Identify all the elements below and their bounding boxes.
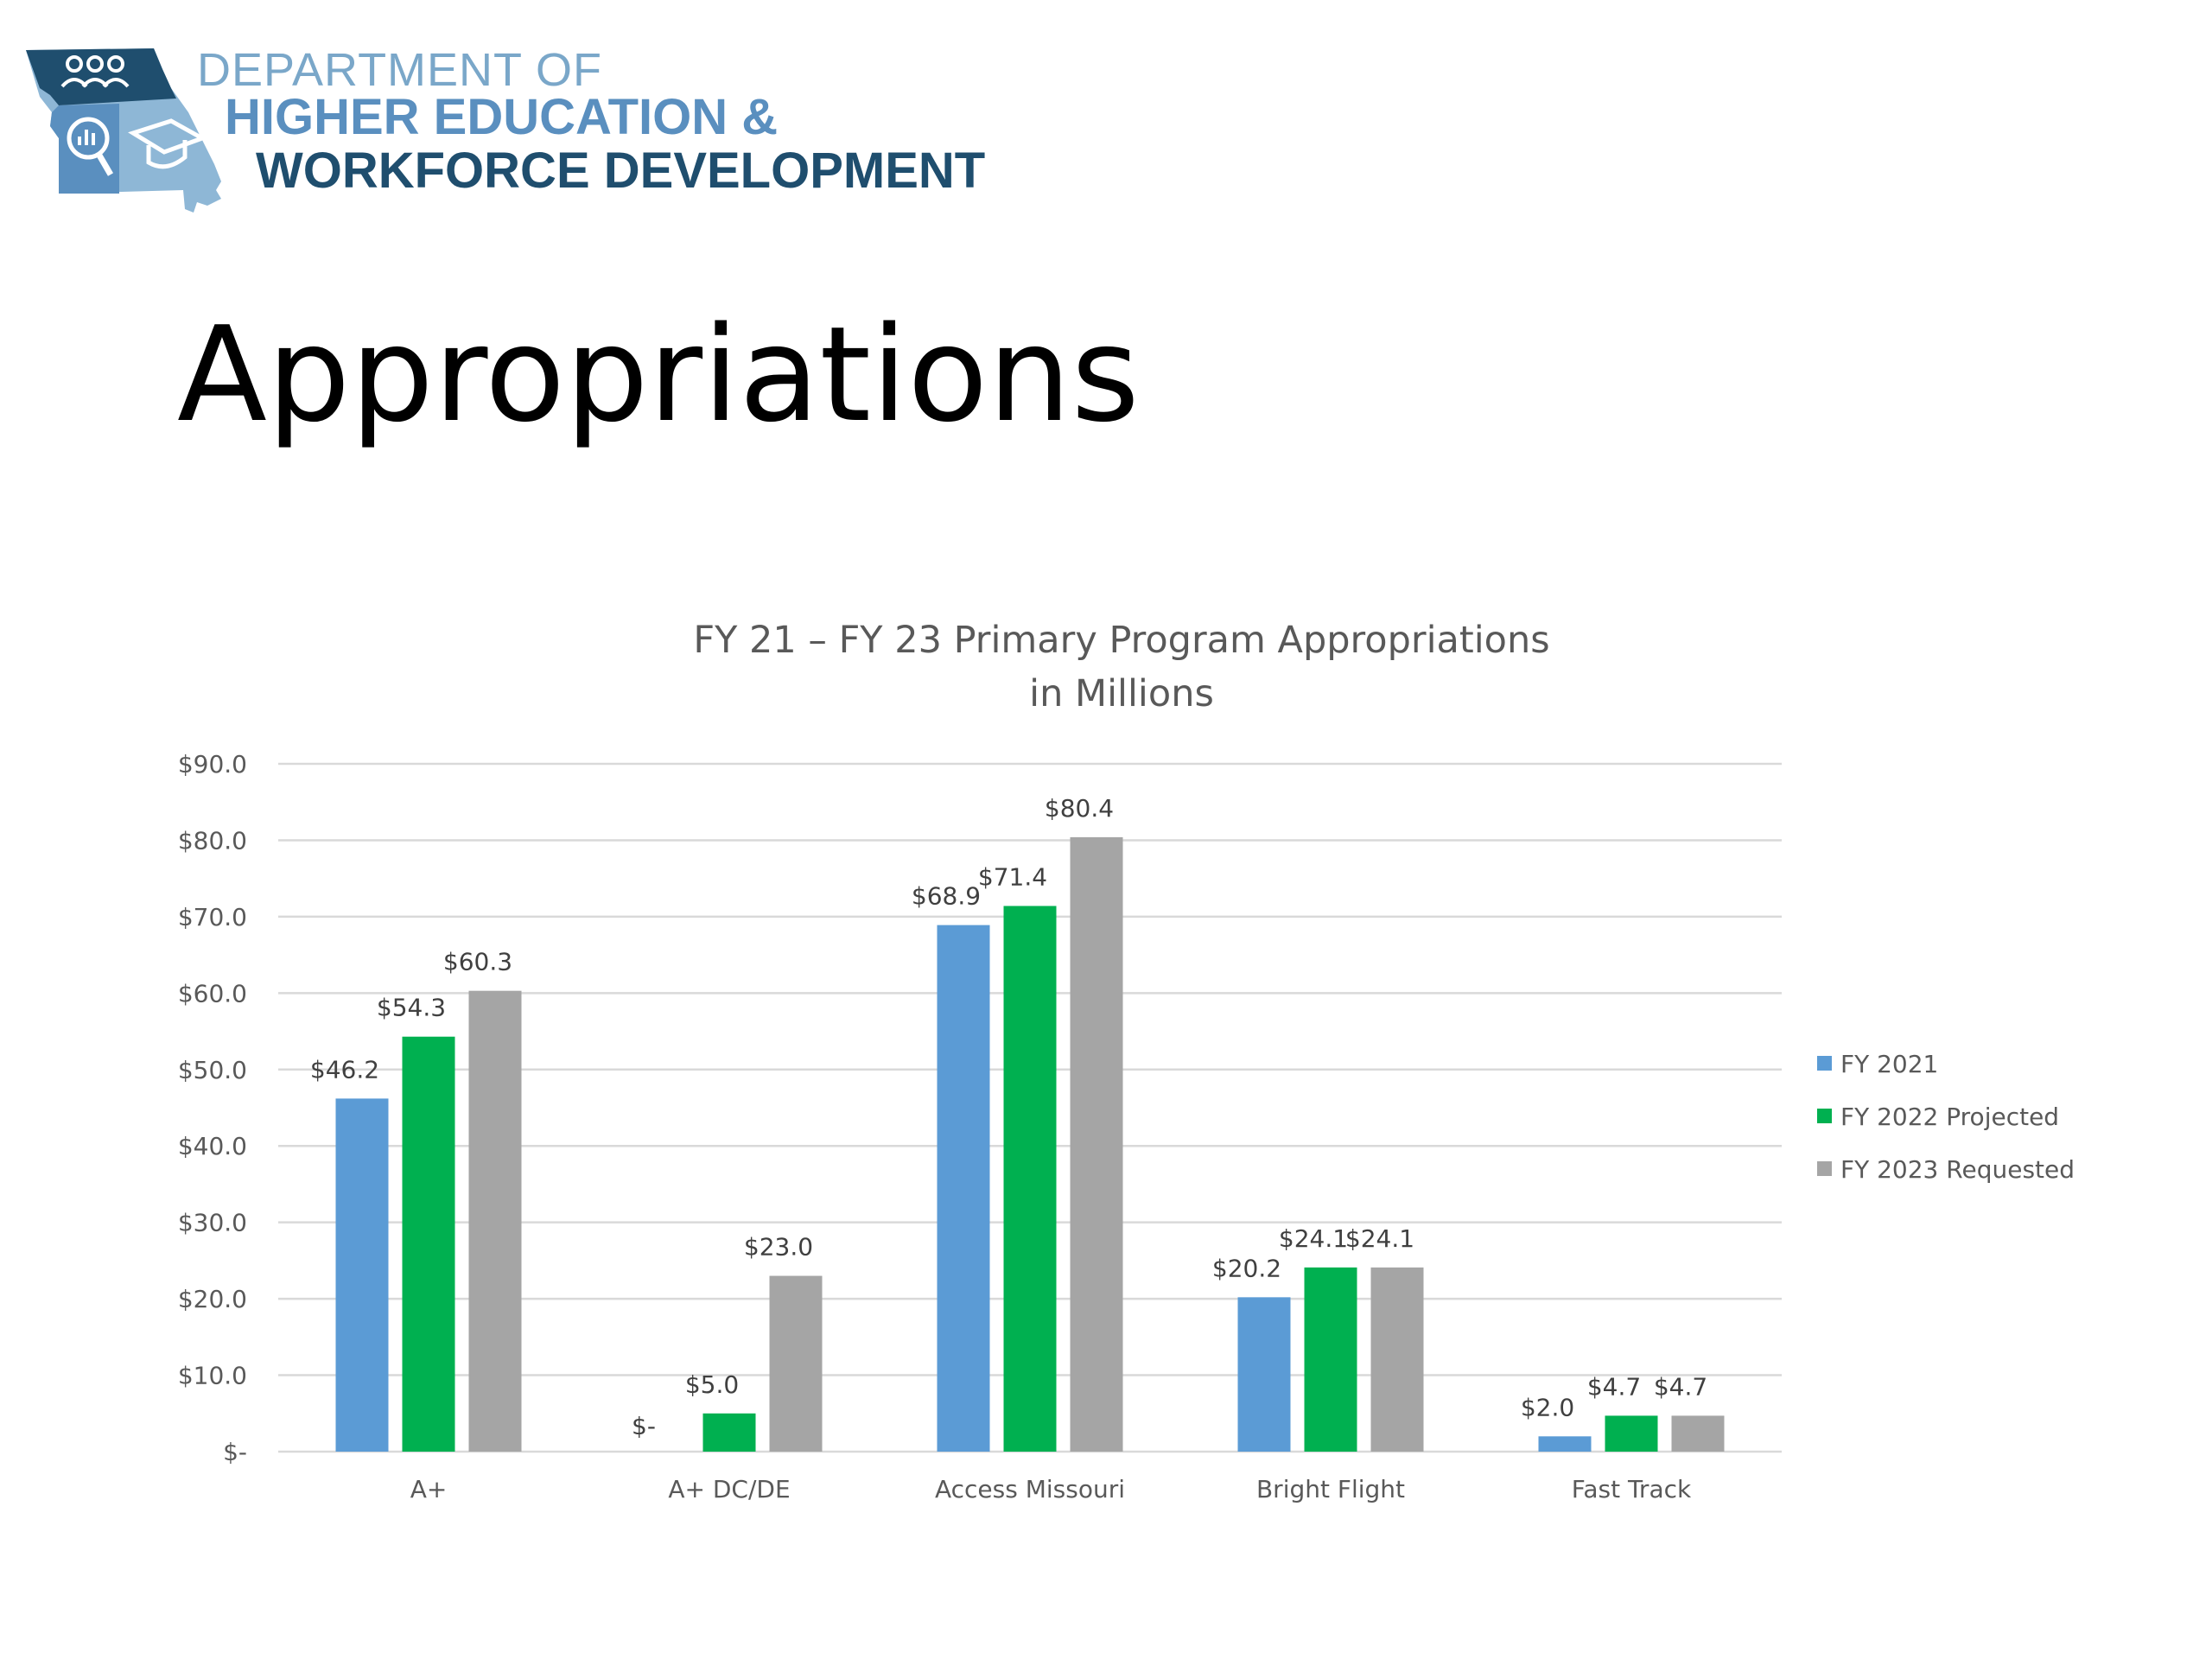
logo-line-department: DEPARTMENT OF: [197, 44, 603, 96]
data-label: $71.4: [978, 863, 1047, 892]
data-label: $60.3: [443, 948, 512, 976]
chart-title: FY 21 – FY 23 Primary Program Appropriat…: [693, 619, 1549, 662]
data-label: $46.2: [310, 1055, 379, 1084]
bar: [468, 990, 522, 1452]
missouri-map-logo-icon: [26, 48, 221, 213]
data-label: $54.3: [377, 994, 446, 1022]
y-tick-label: $20.0: [178, 1285, 247, 1313]
data-label: $2.0: [1521, 1393, 1574, 1421]
data-label: $24.1: [1345, 1224, 1414, 1253]
slide-title: Appropriations: [177, 298, 1140, 451]
bar: [1605, 1415, 1658, 1452]
data-label: $68.9: [912, 882, 981, 911]
legend-entry: FY 2023 Requested: [1840, 1155, 2075, 1184]
x-category-label: Access Missouri: [935, 1475, 1125, 1503]
bars: [335, 836, 1725, 1452]
y-axis-ticks: $- $10.0 $20.0 $30.0 $40.0 $50.0 $60.0 $70.0 $80…: [178, 750, 247, 1466]
legend: FY 2021 FY 2022 Projected FY 2023 Requeste…: [1817, 1050, 2075, 1184]
y-tick-label: $30.0: [178, 1209, 247, 1237]
bar: [402, 1036, 455, 1452]
bar: [1538, 1436, 1592, 1452]
x-category-label: Bright Flight: [1256, 1475, 1405, 1503]
data-label: $24.1: [1279, 1224, 1348, 1253]
data-label: $5.0: [685, 1370, 739, 1399]
y-tick-label: $70.0: [178, 903, 247, 931]
bar: [1671, 1415, 1725, 1452]
logo-line-higher-education: HIGHER EDUCATION &: [225, 89, 779, 145]
bar: [1003, 906, 1057, 1452]
y-tick-label: $80.0: [178, 826, 247, 855]
data-label: $-: [632, 1412, 656, 1440]
chart-subtitle: in Millions: [1029, 672, 1214, 715]
data-label: $20.2: [1212, 1254, 1281, 1282]
legend-swatch: [1817, 1056, 1832, 1071]
legend-swatch: [1817, 1109, 1832, 1123]
logo-line-workforce: WORKFORCE DEVELOPMENT: [256, 143, 986, 199]
bar: [1304, 1267, 1357, 1452]
legend-entry: FY 2021: [1840, 1050, 1938, 1078]
legend-swatch: [1817, 1161, 1832, 1176]
bar: [702, 1413, 756, 1452]
y-tick-label: $60.0: [178, 979, 247, 1007]
x-axis-categories: A+ A+ DC/DE Access Missouri Bright Flight Fa…: [410, 1475, 1692, 1503]
y-tick-label: $50.0: [178, 1056, 247, 1084]
data-labels: $46.2 $54.3 $60.3 $- $5.0 $23.0 $68.9$71.4 $80.…: [310, 794, 1707, 1440]
data-label: $4.7: [1654, 1372, 1707, 1401]
bar: [1370, 1267, 1424, 1452]
data-label: $80.4: [1045, 794, 1114, 823]
bar: [937, 925, 990, 1452]
bar: [769, 1275, 823, 1452]
x-category-label: Fast Track: [1572, 1475, 1692, 1503]
y-tick-label: $90.0: [178, 750, 247, 779]
y-tick-label: $40.0: [178, 1132, 247, 1160]
x-category-label: A+: [410, 1475, 448, 1503]
y-tick-label: $-: [223, 1438, 247, 1466]
legend-entry: FY 2022 Projected: [1840, 1103, 2059, 1131]
data-label: $4.7: [1587, 1372, 1641, 1401]
data-label: $23.0: [744, 1233, 813, 1262]
department-logo: DEPARTMENT OF HIGHER EDUCATION & WORKFOR…: [24, 43, 985, 216]
x-category-label: A+ DC/DE: [668, 1475, 790, 1503]
bar: [335, 1098, 389, 1452]
y-tick-label: $10.0: [178, 1362, 247, 1390]
appropriations-bar-chart: FY 21 – FY 23 Primary Program Appropriat…: [178, 619, 2075, 1503]
bar: [1070, 836, 1123, 1452]
bar: [1237, 1297, 1291, 1452]
